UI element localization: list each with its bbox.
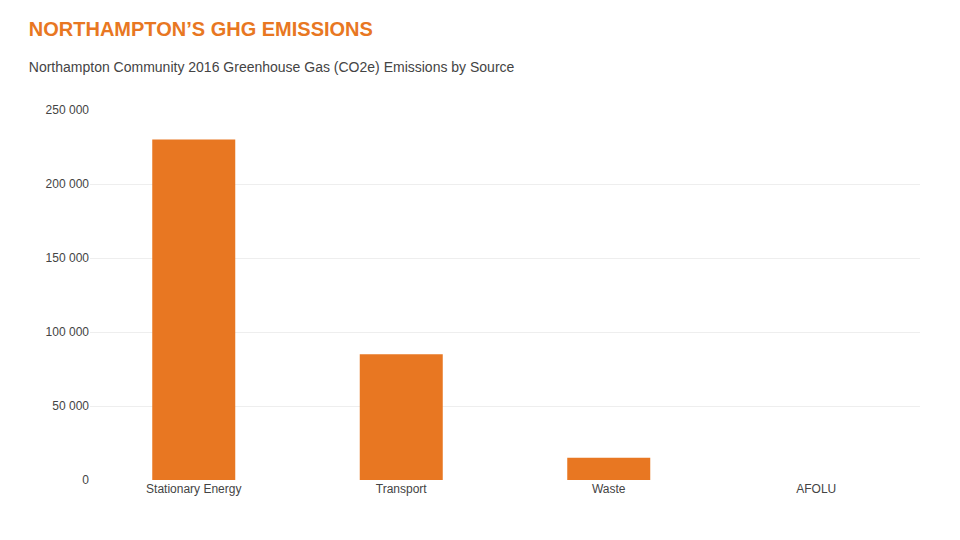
- svg-text:200 000: 200 000: [46, 177, 90, 191]
- svg-text:Waste: Waste: [592, 482, 626, 496]
- svg-text:100 000: 100 000: [46, 325, 90, 339]
- svg-text:Stationary Energy: Stationary Energy: [146, 482, 241, 496]
- svg-text:NORTHAMPTON’S GHG EMISSIONS: NORTHAMPTON’S GHG EMISSIONS: [29, 18, 373, 40]
- svg-text:250 000: 250 000: [46, 103, 90, 117]
- svg-text:AFOLU: AFOLU: [796, 482, 836, 496]
- svg-text:150 000: 150 000: [46, 251, 90, 265]
- svg-text:50 000: 50 000: [52, 399, 89, 413]
- svg-text:0: 0: [82, 473, 89, 487]
- svg-text:Transport: Transport: [376, 482, 428, 496]
- svg-text:Northampton Community 2016 Gre: Northampton Community 2016 Greenhouse Ga…: [29, 59, 515, 75]
